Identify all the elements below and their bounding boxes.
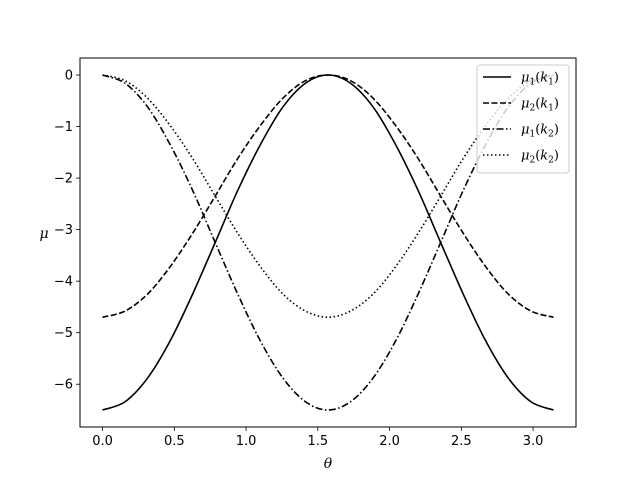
x-tick-label: 1.5 xyxy=(307,434,328,449)
y-tick-label: −1 xyxy=(54,120,73,135)
x-axis: 0.0 0.5 1.0 1.5 2.0 2.5 3.0 xyxy=(92,427,543,449)
y-tick-label: −6 xyxy=(54,378,73,393)
x-tick-label: 1.0 xyxy=(236,434,257,449)
legend-label: μ2(k2) xyxy=(521,149,559,166)
y-tick-label: −5 xyxy=(54,326,73,341)
x-tick-label: 0.0 xyxy=(92,434,113,449)
y-tick-label: −4 xyxy=(54,275,73,290)
legend: μ1(k1) μ2(k1) μ1(k2) μ2(k2) xyxy=(476,64,570,174)
y-axis: 0 −1 −2 −3 −4 −5 −6 xyxy=(54,69,80,393)
legend-label: μ1(k1) xyxy=(521,71,559,88)
y-tick-label: −3 xyxy=(54,223,73,238)
x-tick-label: 2.5 xyxy=(451,434,472,449)
series-line-2 xyxy=(102,74,554,319)
legend-label: μ2(k1) xyxy=(521,97,559,114)
y-tick-label: 0 xyxy=(65,69,73,84)
plot-frame xyxy=(79,57,577,428)
legend-box xyxy=(476,64,570,174)
legend-label: μ1(k2) xyxy=(521,123,559,140)
y-axis-label: μ xyxy=(39,226,48,242)
y-tick-label: −2 xyxy=(54,172,73,187)
x-tick-label: 3.0 xyxy=(523,434,544,449)
x-axis-label: θ xyxy=(324,456,333,472)
x-tick-label: 0.5 xyxy=(164,434,185,449)
x-tick-label: 2.0 xyxy=(379,434,400,449)
